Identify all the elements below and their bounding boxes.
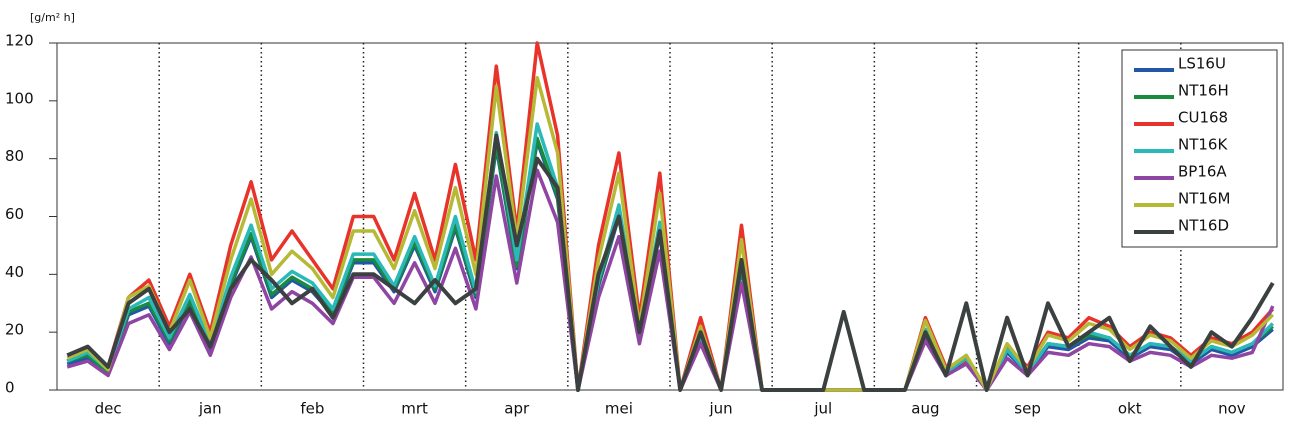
y-tick-label: 80 bbox=[5, 147, 24, 165]
legend-label: LS16U bbox=[1178, 55, 1226, 73]
x-tick-label: aug bbox=[911, 400, 939, 418]
series-line bbox=[66, 75, 1275, 392]
y-tick-label: 60 bbox=[5, 205, 24, 223]
y-tick-label: 120 bbox=[5, 32, 34, 50]
x-tick-label: jun bbox=[708, 400, 732, 418]
series-line bbox=[66, 133, 1275, 392]
y-axis-label: [g/m² h] bbox=[30, 11, 75, 24]
y-tick-label: 0 bbox=[5, 379, 15, 397]
legend-label: BP16A bbox=[1178, 163, 1227, 181]
legend-label: NT16K bbox=[1178, 136, 1228, 154]
legend-label: NT16M bbox=[1178, 190, 1230, 208]
legend-label: NT16H bbox=[1178, 82, 1229, 100]
x-tick-label: feb bbox=[300, 400, 324, 418]
y-tick-label: 40 bbox=[5, 263, 24, 281]
x-tick-label: mei bbox=[605, 400, 633, 418]
x-tick-label: mrt bbox=[401, 400, 428, 418]
legend-box bbox=[1121, 49, 1278, 248]
x-tick-label: apr bbox=[504, 400, 530, 418]
x-tick-label: jul bbox=[813, 400, 832, 418]
x-tick-label: jan bbox=[198, 400, 222, 418]
x-tick-label: okt bbox=[1118, 400, 1142, 418]
x-tick-label: dec bbox=[95, 400, 122, 418]
legend-label: NT16D bbox=[1178, 217, 1229, 235]
x-tick-label: nov bbox=[1218, 400, 1246, 418]
legend-label: CU168 bbox=[1178, 109, 1228, 127]
y-tick-label: 100 bbox=[5, 89, 34, 107]
y-tick-label: 20 bbox=[5, 321, 24, 339]
x-tick-label: sep bbox=[1014, 400, 1041, 418]
